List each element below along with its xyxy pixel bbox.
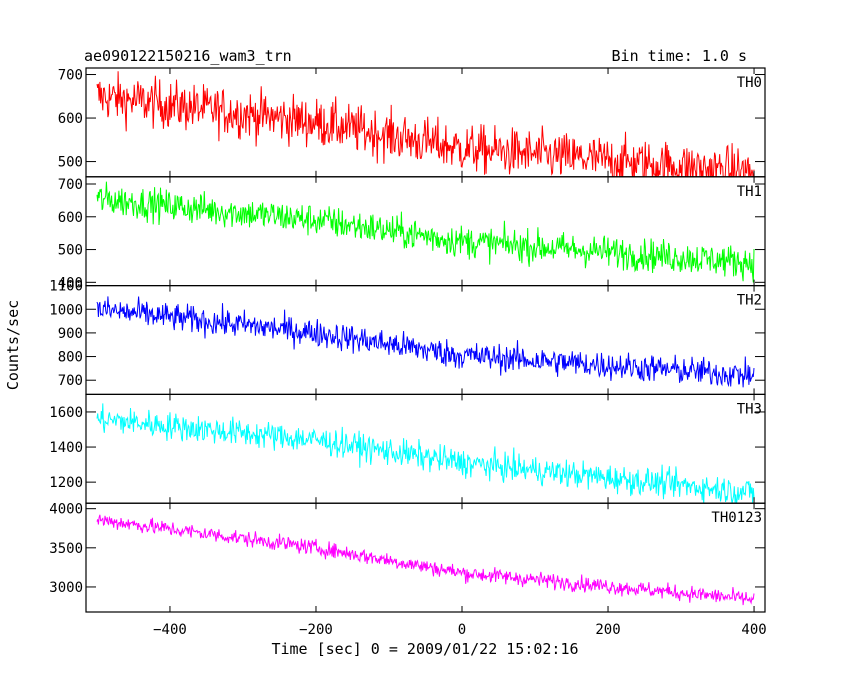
y-tick-label: 1100 [49,279,83,295]
y-tick-label: 700 [58,68,83,84]
panel-th3: 1200 1400 1600 TH3 [49,393,766,504]
series-line-th2 [96,296,755,388]
y-tick-label: 1400 [49,440,83,456]
y-tick-label: 1000 [49,302,83,318]
panel-frame [85,502,766,613]
series-line-th0 [96,71,755,177]
series-line-th0123 [96,514,755,606]
panel-label-th1: TH1 [737,184,762,200]
plot-title: ae090122150216_wam3_trn [84,47,292,65]
y-tick-label: 3000 [49,580,83,596]
y-tick-label: 400 [58,275,83,291]
series-line-th1 [96,181,755,283]
y-tick-label: 1600 [49,405,83,421]
x-tick-label: −200 [299,622,333,638]
panel-th0123: 3000 3500 4000 TH0123 [49,502,766,613]
panel-label-th0: TH0 [737,75,762,91]
y-tick-label: 700 [58,373,83,389]
x-axis-label: Time [sec] 0 = 2009/01/22 15:02:16 [271,640,578,658]
bin-time-label: Bin time: 1.0 s [612,47,747,65]
y-tick-label: 600 [58,111,83,127]
y-axis-label: Counts/sec [4,300,22,390]
y-tick-label: 600 [58,210,83,226]
y-tick-label: 500 [58,155,83,171]
panel-label-th0123: TH0123 [711,510,762,526]
panel-frame [85,285,766,396]
x-tick-label: 200 [595,622,620,638]
y-tick-label: 700 [58,177,83,193]
y-tick-label: 4000 [49,502,83,518]
y-tick-label: 500 [58,243,83,259]
y-tick-label: 3500 [49,541,83,557]
panel-th2: 700 800 900 1000 1100 TH2 [49,279,766,396]
x-tick-label: 0 [458,622,466,638]
x-tick-label: 400 [741,622,766,638]
x-tick-label: −400 [153,622,187,638]
panel-th0: 500 600 700 TH0 [58,67,766,178]
y-tick-label: 1200 [49,475,83,491]
y-tick-label: 900 [58,326,83,342]
panel-th1: 400 500 600 700 TH1 [58,176,766,291]
y-tick-label: 800 [58,350,83,366]
panel-label-th3: TH3 [737,401,762,417]
panel-label-th2: TH2 [737,293,762,309]
series-line-th3 [96,403,755,504]
